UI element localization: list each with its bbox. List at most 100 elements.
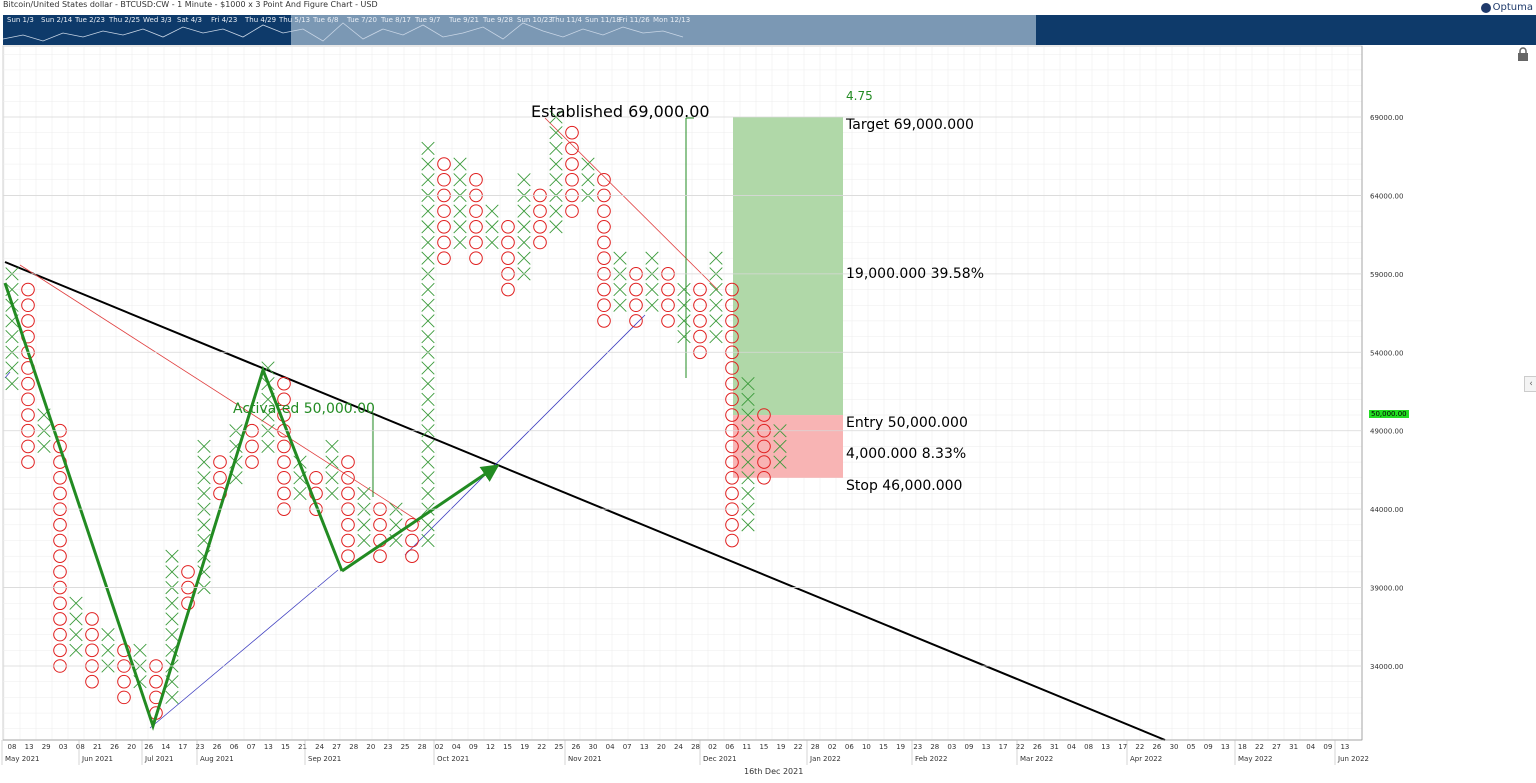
- x-stroke: [293, 486, 307, 501]
- x-stroke: [421, 173, 435, 187]
- o-mark: [565, 125, 579, 140]
- x-stroke: [165, 596, 179, 610]
- x-stroke: [741, 439, 755, 454]
- o-mark: [533, 235, 547, 250]
- optuma-logo-icon: [1480, 2, 1491, 13]
- optuma-brand: Optuma: [1492, 2, 1533, 13]
- o-mark: [21, 282, 35, 297]
- x-mark: [421, 157, 435, 171]
- navigator-thumb[interactable]: [291, 15, 1036, 45]
- x-day-tick: 09: [1323, 743, 1332, 751]
- x-stroke: [645, 251, 659, 265]
- x-stroke: [677, 298, 691, 312]
- o-mark: [437, 157, 451, 171]
- x-day-tick: 17: [999, 743, 1008, 751]
- x-day-tick: 26: [571, 743, 580, 751]
- last-price-tag: 50,000.00: [1369, 410, 1409, 418]
- x-mark: [773, 439, 787, 454]
- o-mark: [469, 220, 483, 234]
- x-stroke: [421, 298, 435, 312]
- x-day-tick: 17: [178, 743, 187, 751]
- o-mark: [21, 298, 35, 313]
- x-stroke: [677, 314, 691, 328]
- x-stroke: [421, 518, 435, 532]
- o-mark: [661, 282, 675, 297]
- x-mark: [357, 533, 371, 548]
- x-mark: [645, 251, 659, 265]
- x-day-tick: 26: [1152, 743, 1161, 751]
- x-stroke: [421, 392, 435, 406]
- o-mark: [341, 518, 355, 532]
- bearish-resistance-line-2: [544, 117, 719, 291]
- o-mark: [725, 376, 739, 391]
- x-day-tick: 23: [196, 743, 205, 751]
- x-stroke: [517, 173, 531, 187]
- x-stroke: [325, 471, 339, 485]
- x-day-tick: 28: [418, 743, 427, 751]
- x-day-tick: 21: [298, 743, 307, 751]
- x-day-tick: 27: [1272, 743, 1281, 751]
- o-mark: [661, 314, 675, 328]
- o-mark: [53, 518, 67, 532]
- x-stroke: [645, 282, 659, 297]
- x-day-tick: 31: [1050, 743, 1059, 751]
- x-mark: [485, 204, 499, 218]
- navigator-tick-label: Tue 9/21: [449, 16, 479, 24]
- navigator-tick-label: Thu 5/13: [279, 16, 311, 24]
- x-mark: [421, 377, 435, 391]
- x-stroke: [101, 643, 115, 657]
- x-day-tick: 29: [42, 743, 51, 751]
- navigator-bar[interactable]: Sun 1/3 Sun 2/14 Tue 2/23 Thu 2/25 Wed 3/3 Sa…: [3, 15, 1536, 45]
- o-mark: [661, 298, 675, 313]
- o-mark: [437, 172, 451, 187]
- o-mark: [565, 141, 579, 156]
- x-mark: [741, 408, 755, 422]
- x-mark: [69, 596, 83, 610]
- x-mark: [709, 314, 723, 328]
- x-day-tick: 13: [982, 743, 991, 751]
- x-stroke: [421, 329, 435, 344]
- o-mark: [149, 674, 163, 689]
- x-mark: [517, 204, 531, 218]
- side-panel-toggle[interactable]: ‹: [1524, 376, 1536, 392]
- o-mark: [629, 282, 643, 297]
- x-mark: [293, 486, 307, 501]
- x-axis: 08 13 29 03 08 21 26 20 26 14 17 23 26 06 07 13 15 21 24 27…: [1, 739, 1369, 765]
- downtrend-line: [4, 261, 1166, 741]
- x-stroke: [517, 251, 531, 265]
- o-mark: [693, 314, 707, 328]
- x-mark: [613, 251, 627, 265]
- x-day-tick: 13: [264, 743, 273, 751]
- risk-reward-ratio: 4.75: [846, 89, 873, 103]
- o-mark: [277, 455, 291, 469]
- x-mark: [165, 690, 179, 704]
- x-day-tick: 09: [1204, 743, 1213, 751]
- o-mark: [21, 439, 35, 454]
- x-stroke: [549, 220, 563, 234]
- x-stroke: [421, 251, 435, 265]
- y-tick-label: 34000.00: [1370, 663, 1403, 671]
- x-day-tick: 22: [1016, 743, 1025, 751]
- x-stroke: [709, 329, 723, 344]
- x-day-tick: 22: [537, 743, 546, 751]
- x-stroke: [613, 282, 627, 297]
- o-mark: [53, 486, 67, 501]
- x-mark: [517, 220, 531, 234]
- x-stroke: [421, 157, 435, 171]
- navigator-tick-label: Mon 12/13: [653, 16, 691, 24]
- o-mark: [597, 172, 611, 187]
- o-mark: [117, 674, 131, 689]
- y-tick-label: 54000.00: [1370, 349, 1403, 357]
- trend-lines: [4, 117, 1166, 741]
- x-stroke: [453, 173, 467, 187]
- x-mark: [485, 220, 499, 234]
- x-mark: [453, 157, 467, 171]
- x-mark: [357, 518, 371, 532]
- x-month-label: Apr 2022: [1130, 755, 1162, 763]
- navigator-tick-label: Sun 2/14: [41, 16, 73, 24]
- lock-icon[interactable]: [1517, 47, 1529, 61]
- o-mark: [597, 235, 611, 250]
- o-mark: [21, 314, 35, 328]
- x-mark: [613, 298, 627, 312]
